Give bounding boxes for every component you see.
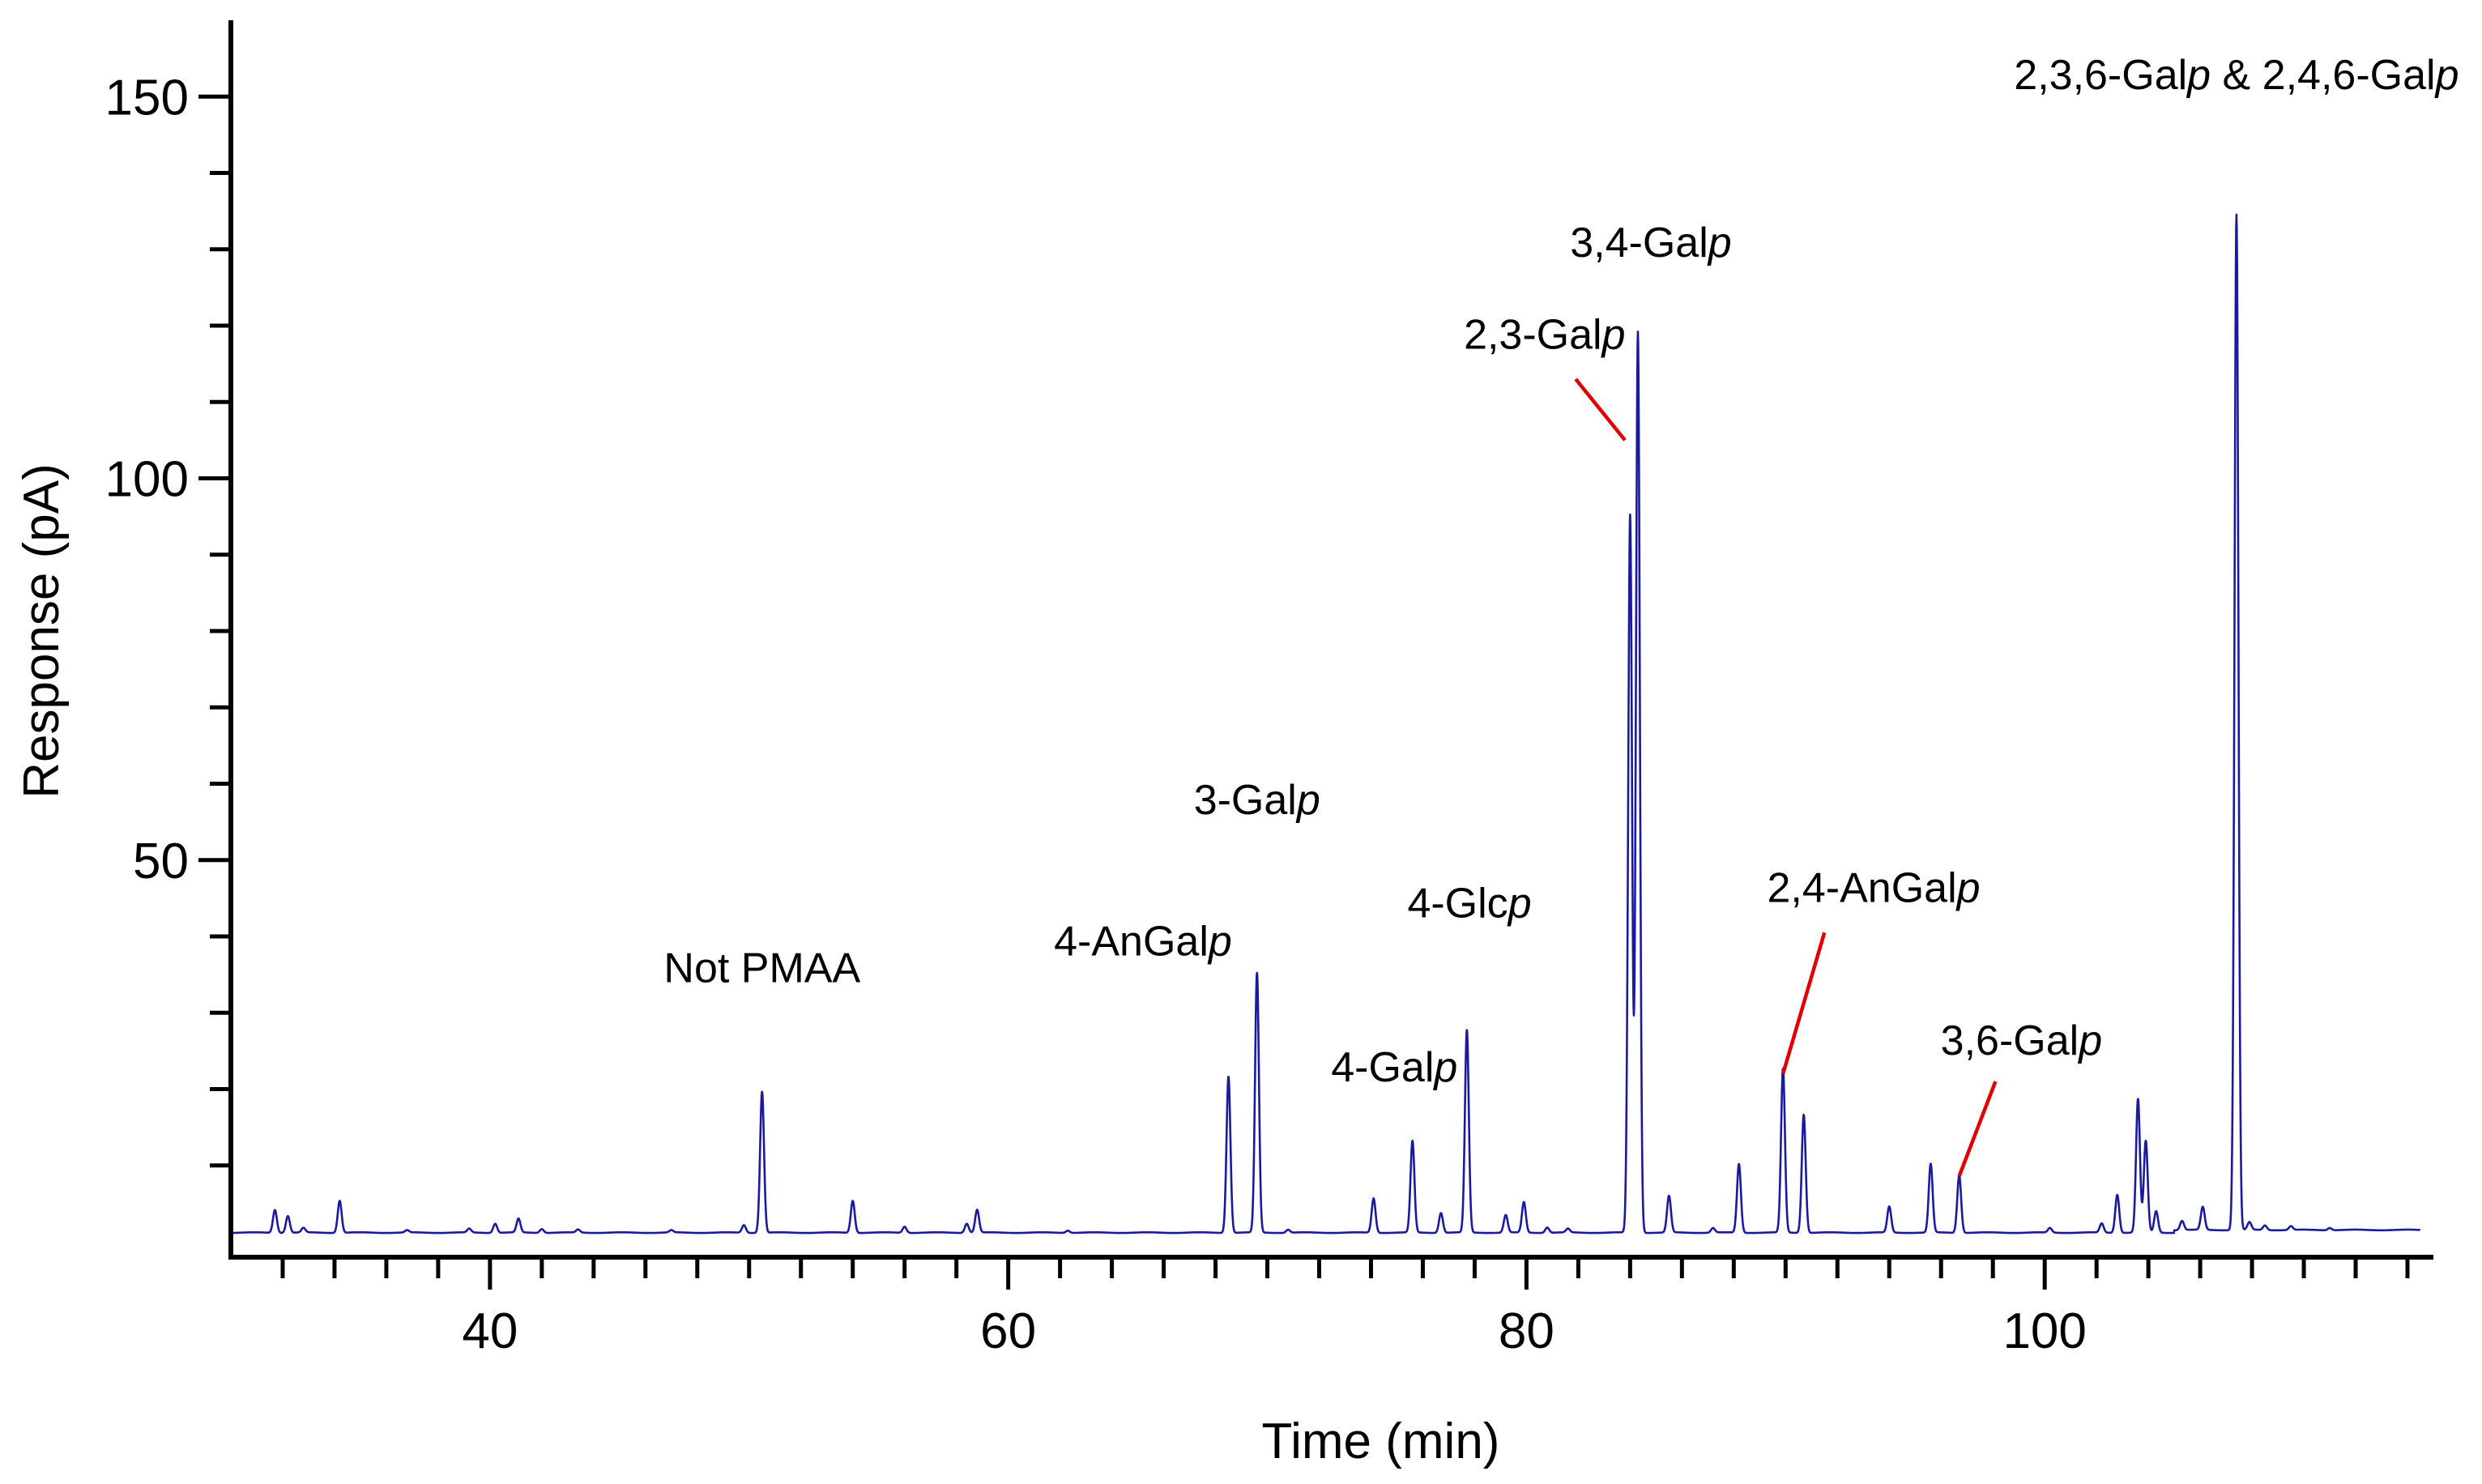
peak-label-4-glcp: 4-Glcp xyxy=(1407,880,1531,927)
y-axis-label: Response (pA) xyxy=(14,463,70,799)
peak-label-3-galp: 3-Galp xyxy=(1194,777,1320,824)
annotation-leaders xyxy=(1574,377,1998,1177)
chromatogram-trace xyxy=(230,213,2421,1235)
axes: 50 100 150 40 60 80 100 xyxy=(105,20,2433,1359)
x-tick-label: 40 xyxy=(462,1303,518,1359)
x-tick-label: 80 xyxy=(1499,1303,1554,1359)
x-tick-label: 60 xyxy=(980,1303,1036,1359)
leader-line-2-4-angalp xyxy=(1780,932,1827,1075)
x-axis-ticks: 40 60 80 100 xyxy=(280,1257,2410,1359)
peak-label-4-galp: 4-Galp xyxy=(1331,1044,1457,1091)
peak-labels: Not PMAA 4-AnGalp 3-Galp 4-Galp 4-Glcp 2,3-Ga… xyxy=(663,52,2459,1091)
peak-label-2-4-angalp: 2,4-AnGalp xyxy=(1768,865,1981,912)
x-tick-label: 100 xyxy=(2002,1303,2086,1359)
leader-line-2-3-galp xyxy=(1574,377,1627,441)
peak-label-4-angalp: 4-AnGalp xyxy=(1054,919,1232,966)
y-tick-label: 100 xyxy=(105,452,189,508)
x-axis-label: Time (min) xyxy=(1262,1414,1500,1469)
y-tick-label: 150 xyxy=(105,70,189,126)
peak-label-3-6-galp: 3,6-Galp xyxy=(1941,1017,2102,1064)
y-axis-ticks: 50 100 150 xyxy=(105,70,231,1168)
peak-label-2-3-6-galp-2-4-6-galp: 2,3,6-Galp & 2,4,6-Galp xyxy=(2014,52,2459,99)
leader-line-3-6-galp xyxy=(1957,1081,1998,1177)
peak-label-3-4-galp: 3,4-Galp xyxy=(1570,220,1731,267)
plot-area: Not PMAA 4-AnGalp 3-Galp 4-Galp 4-Glcp 2,3-Ga… xyxy=(230,52,2459,1235)
peak-label-2-3-galp: 2,3-Galp xyxy=(1464,311,1625,358)
peak-label-not-pmaa: Not PMAA xyxy=(663,945,860,992)
y-tick-label: 50 xyxy=(133,834,189,889)
